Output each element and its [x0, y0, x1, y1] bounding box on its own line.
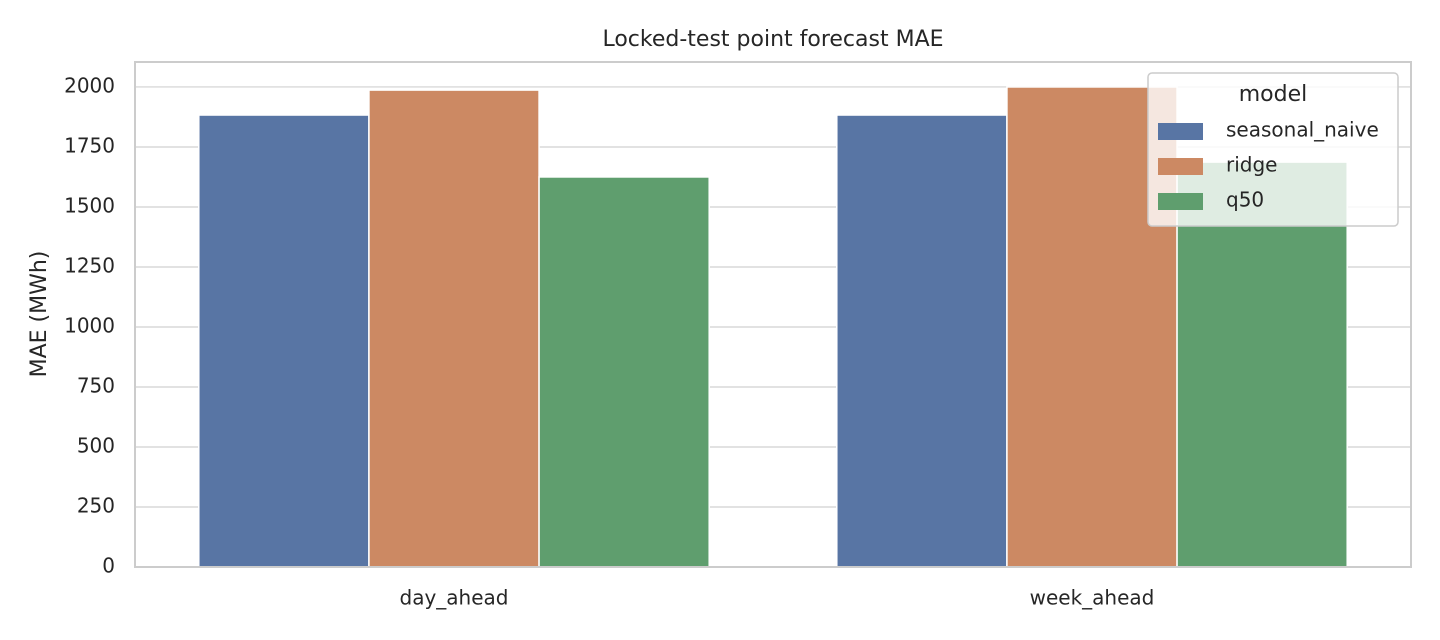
bar — [198, 114, 370, 568]
y-tick-label: 250 — [77, 493, 115, 517]
legend-frame — [1147, 72, 1399, 227]
y-tick-label: 1500 — [64, 193, 115, 217]
bar — [836, 114, 1008, 568]
x-tick-label: day_ahead — [400, 586, 509, 610]
legend-label: ridge — [1226, 153, 1277, 177]
legend-swatch — [1158, 123, 1203, 140]
legend-label: seasonal_naive — [1226, 118, 1379, 142]
legend-label: q50 — [1226, 188, 1264, 212]
legend-swatch — [1158, 158, 1203, 175]
y-tick-label: 750 — [77, 373, 115, 397]
bar — [368, 89, 540, 568]
y-tick-label: 1250 — [64, 253, 115, 277]
y-tick-label: 1750 — [64, 133, 115, 157]
x-tick-label: week_ahead — [1030, 586, 1155, 610]
legend-swatch — [1158, 193, 1203, 210]
y-tick-label: 1000 — [64, 313, 115, 337]
chart-title: Locked-test point forecast MAE — [602, 27, 943, 52]
plot-frame — [134, 61, 1412, 568]
bar — [1176, 161, 1348, 568]
y-axis-label: MAE (MWh) — [27, 251, 52, 378]
y-tick-label: 500 — [77, 433, 115, 457]
bar — [538, 176, 710, 568]
y-tick-label: 0 — [102, 554, 115, 578]
legend-title: model — [1239, 82, 1308, 107]
y-tick-label: 2000 — [64, 73, 115, 97]
